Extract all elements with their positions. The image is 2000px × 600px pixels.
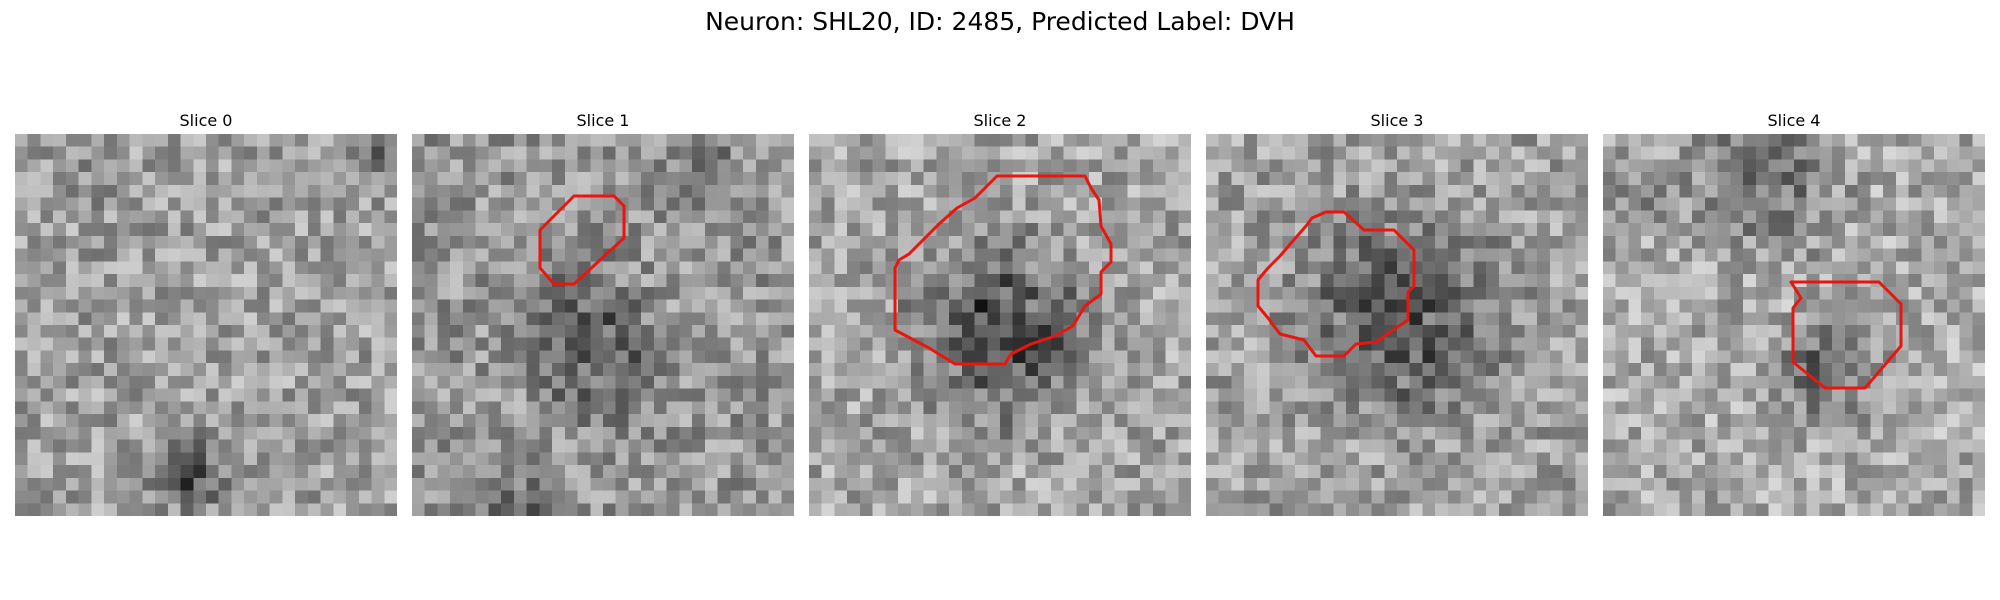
roi-contour-4 <box>1789 280 1903 390</box>
slice-panel-2: Slice 2 <box>809 108 1191 516</box>
slice-title-4: Slice 4 <box>1767 111 1821 130</box>
roi-contour-3 <box>1256 210 1416 358</box>
slice-panel-0: Slice 0 <box>15 108 397 516</box>
roi-contour-2 <box>893 174 1113 366</box>
slice-image-3 <box>1206 134 1588 516</box>
slice-panel-1: Slice 1 <box>412 108 794 516</box>
slice-panel-3: Slice 3 <box>1206 108 1588 516</box>
slice-image-1 <box>412 134 794 516</box>
slice-title-1: Slice 1 <box>576 111 630 130</box>
slice-panel-4: Slice 4 <box>1603 108 1985 516</box>
slice-title-3: Slice 3 <box>1370 111 1424 130</box>
slice-title-0: Slice 0 <box>179 111 233 130</box>
roi-contour-1 <box>538 194 626 286</box>
figure-title: Neuron: SHL20, ID: 2485, Predicted Label… <box>705 7 1295 36</box>
slice-image-0 <box>15 134 397 516</box>
slice-image-2 <box>809 134 1191 516</box>
slice-image-4 <box>1603 134 1985 516</box>
slice-title-2: Slice 2 <box>973 111 1027 130</box>
